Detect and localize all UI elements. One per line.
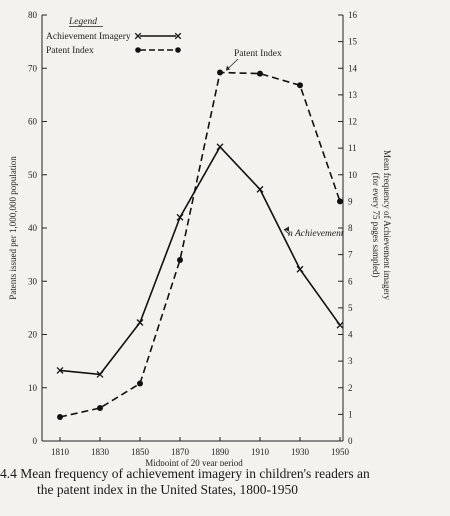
annotation-patent-index: Patent Index bbox=[234, 49, 282, 59]
x-axis-label: Midpoint of 20 year period bbox=[145, 458, 243, 466]
data-point-achievement-imagery bbox=[56, 366, 64, 374]
data-point-patent-index bbox=[177, 256, 183, 263]
left-tick-label: 60 bbox=[28, 117, 38, 127]
data-point-patent-index bbox=[97, 404, 103, 411]
data-point-patent-index bbox=[297, 82, 303, 89]
data-point-achievement-imagery bbox=[176, 213, 184, 221]
data-point-achievement-imagery bbox=[96, 370, 104, 378]
legend-marker bbox=[135, 47, 141, 53]
annotation-n-achievement: n Achievement bbox=[288, 229, 344, 239]
legend-title: Legend bbox=[68, 17, 97, 27]
left-tick-label: 30 bbox=[28, 276, 38, 286]
series-line-achievement-imagery bbox=[59, 145, 341, 376]
x-marker-stroke bbox=[134, 32, 142, 40]
right-tick-label: 15 bbox=[348, 37, 358, 47]
left-tick-label: 10 bbox=[28, 383, 38, 393]
chart-axis-titles: Midpoint of 20 year period Patents issue… bbox=[8, 150, 392, 466]
data-point-achievement-imagery bbox=[296, 265, 304, 273]
x-tick-label: 1910 bbox=[251, 447, 270, 457]
legend-label: Achievement Imagery bbox=[46, 32, 131, 42]
x-marker-stroke bbox=[296, 265, 304, 273]
right-tick-label: 3 bbox=[348, 356, 353, 366]
x-tick-label: 1950 bbox=[331, 447, 350, 457]
chart-annotations: Patent Index n Achievement bbox=[225, 49, 344, 239]
right-tick-label: 2 bbox=[348, 383, 353, 393]
x-tick-label: 1810 bbox=[51, 447, 70, 457]
x-tick-label: 1890 bbox=[211, 447, 230, 457]
x-marker-stroke bbox=[176, 213, 184, 221]
x-marker-stroke bbox=[216, 143, 224, 151]
right-tick-label: 1 bbox=[348, 409, 353, 419]
data-point-achievement-imagery bbox=[336, 321, 344, 329]
x-tick-label: 1850 bbox=[131, 447, 150, 457]
data-point-patent-index bbox=[337, 198, 343, 205]
x-marker-stroke bbox=[174, 32, 182, 40]
right-tick-label: 11 bbox=[348, 143, 357, 153]
right-tick-label: 9 bbox=[348, 196, 353, 206]
legend-marker bbox=[175, 47, 181, 53]
x-tick-label: 1870 bbox=[171, 447, 190, 457]
caption-line-2: the patent index in the United States, 1… bbox=[37, 482, 298, 497]
right-tick-label: 8 bbox=[348, 223, 353, 233]
data-point-patent-index bbox=[57, 414, 63, 421]
legend-label: Patent Index bbox=[46, 46, 94, 56]
right-y-axis-label-line2: (for every 75 pages sampled) bbox=[371, 173, 381, 278]
x-marker-stroke bbox=[136, 319, 144, 326]
right-tick-label: 10 bbox=[348, 170, 358, 180]
left-tick-label: 50 bbox=[28, 170, 38, 180]
left-tick-label: 40 bbox=[28, 223, 38, 233]
x-marker-stroke bbox=[336, 321, 344, 329]
right-tick-label: 6 bbox=[348, 276, 353, 286]
left-tick-label: 70 bbox=[28, 63, 38, 73]
data-point-achievement-imagery bbox=[136, 319, 144, 326]
right-tick-label: 0 bbox=[348, 436, 353, 446]
right-tick-label: 14 bbox=[348, 63, 358, 73]
chart-ticks: 0102030405060708001234567891011121314151… bbox=[28, 10, 358, 457]
data-point-patent-index bbox=[257, 70, 263, 77]
left-y-axis-label: Patents issued per 1,000,000 population bbox=[8, 156, 18, 300]
chart: 0102030405060708001234567891011121314151… bbox=[8, 10, 392, 466]
data-point-achievement-imagery bbox=[256, 185, 264, 193]
x-marker-stroke bbox=[256, 185, 264, 193]
right-tick-label: 5 bbox=[348, 303, 353, 313]
legend-marker bbox=[134, 32, 142, 40]
x-marker-stroke bbox=[96, 370, 104, 378]
caption-line-1: 4.4 Mean frequency of achievement imager… bbox=[0, 466, 370, 481]
legend-marker bbox=[174, 32, 182, 40]
x-tick-label: 1830 bbox=[91, 447, 110, 457]
left-tick-label: 0 bbox=[33, 436, 38, 446]
annotation-arrowhead bbox=[226, 65, 230, 71]
series-line-patent-index bbox=[59, 71, 341, 418]
right-y-axis-label-line1: Mean frequency of Achievement imagery bbox=[382, 150, 392, 300]
right-tick-label: 7 bbox=[348, 250, 353, 260]
right-tick-label: 12 bbox=[348, 117, 357, 127]
annotation-n-achievement-leader bbox=[283, 229, 291, 236]
chart-series bbox=[56, 69, 344, 421]
left-tick-label: 80 bbox=[28, 10, 38, 20]
data-point-achievement-imagery bbox=[216, 143, 224, 151]
x-tick-label: 1930 bbox=[291, 447, 310, 457]
annotation-arrowhead bbox=[284, 226, 289, 232]
chart-axes bbox=[41, 15, 344, 442]
data-point-patent-index bbox=[137, 380, 143, 387]
data-point-patent-index bbox=[217, 69, 223, 76]
right-tick-label: 16 bbox=[348, 10, 358, 20]
right-tick-label: 4 bbox=[348, 330, 353, 340]
chart-legend: Legend Achievement Imagery Patent Index bbox=[46, 17, 182, 56]
x-marker-stroke bbox=[56, 366, 64, 374]
right-tick-label: 13 bbox=[348, 90, 358, 100]
left-tick-label: 20 bbox=[28, 330, 38, 340]
